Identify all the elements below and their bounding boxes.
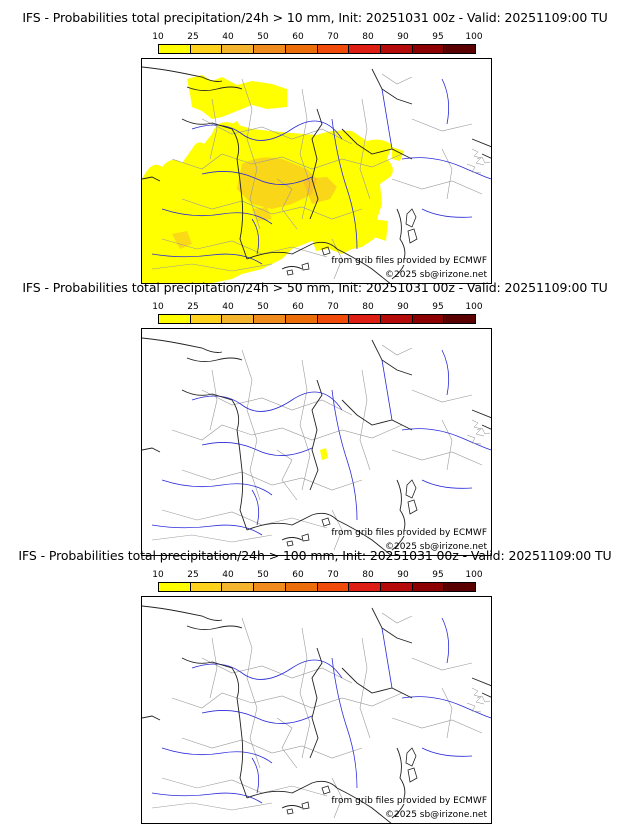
scale-segment	[159, 45, 191, 53]
scale-segment	[349, 315, 381, 323]
scale-segment	[444, 45, 476, 53]
probability-map: from grib files provided by ECMWF ©2025 …	[141, 58, 492, 284]
scale-label: 90	[397, 570, 409, 580]
map-canvas	[142, 66, 491, 283]
scale-label: 60	[292, 570, 304, 580]
color-scale-bar	[158, 582, 476, 592]
scale-segment	[159, 315, 191, 323]
panel-title: IFS - Probabilities total precipitation/…	[18, 548, 612, 563]
scale-segment	[380, 583, 413, 591]
scale-label: 90	[397, 32, 409, 42]
scale-label: 10	[152, 302, 164, 312]
scale-label: 70	[327, 32, 339, 42]
scale-segment	[285, 315, 318, 323]
scale-label: 95	[432, 32, 444, 42]
scale-segment	[444, 583, 476, 591]
scale-segment	[317, 315, 350, 323]
scale-label: 40	[222, 570, 234, 580]
scale-segment	[285, 45, 318, 53]
precip-area	[320, 448, 328, 460]
scale-segment	[190, 315, 223, 323]
scale-labels: 10 25 40 50 60 70 80 90 95 100	[152, 570, 482, 580]
panel-50mm: IFS - Probabilities total precipitation/…	[0, 280, 630, 556]
scale-label: 25	[187, 32, 199, 42]
scale-label: 70	[327, 570, 339, 580]
credit-copyright: ©2025 sb@irizone.net	[385, 270, 487, 280]
scale-label: 100	[465, 32, 483, 42]
map-canvas	[142, 337, 491, 555]
credit-source: from grib files provided by ECMWF	[331, 528, 487, 538]
panel-100mm: IFS - Probabilities total precipitation/…	[0, 548, 630, 824]
credit-source: from grib files provided by ECMWF	[331, 256, 487, 266]
scale-label: 95	[432, 302, 444, 312]
scale-label: 50	[257, 570, 269, 580]
scale-segment	[412, 45, 445, 53]
color-scale-bar	[158, 314, 476, 324]
scale-segment	[254, 315, 286, 323]
scale-label: 80	[362, 570, 374, 580]
scale-segment	[380, 45, 413, 53]
scale-segment	[190, 583, 223, 591]
scale-segment	[349, 583, 381, 591]
scale-label: 60	[292, 32, 304, 42]
scale-label: 25	[187, 570, 199, 580]
scale-label: 10	[152, 570, 164, 580]
scale-segment	[380, 315, 413, 323]
scale-segment	[349, 45, 381, 53]
scale-labels: 10 25 40 50 60 70 80 90 95 100	[152, 32, 482, 42]
credit-source: from grib files provided by ECMWF	[331, 796, 487, 806]
credit-copyright: ©2025 sb@irizone.net	[385, 810, 487, 820]
scale-label: 100	[465, 302, 483, 312]
scale-label: 95	[432, 570, 444, 580]
scale-label: 90	[397, 302, 409, 312]
scale-label: 70	[327, 302, 339, 312]
scale-label: 10	[152, 32, 164, 42]
scale-segment	[317, 583, 350, 591]
panel-title: IFS - Probabilities total precipitation/…	[22, 280, 608, 295]
scale-label: 50	[257, 32, 269, 42]
scale-segment	[222, 315, 255, 323]
scale-segment	[285, 583, 318, 591]
map-canvas	[142, 605, 491, 823]
scale-segment	[222, 583, 255, 591]
probability-map: from grib files provided by ECMWF ©2025 …	[141, 328, 492, 556]
scale-segment	[159, 583, 191, 591]
probability-map: from grib files provided by ECMWF ©2025 …	[141, 596, 492, 824]
scale-segment	[254, 45, 286, 53]
scale-label: 80	[362, 32, 374, 42]
scale-label: 25	[187, 302, 199, 312]
scale-label: 40	[222, 32, 234, 42]
panel-10mm: IFS - Probabilities total precipitation/…	[0, 10, 630, 284]
credit-copyright: ©2025 sb@irizone.net	[385, 542, 487, 552]
scale-label: 60	[292, 302, 304, 312]
scale-label: 100	[465, 570, 483, 580]
scale-label: 40	[222, 302, 234, 312]
scale-segment	[412, 583, 445, 591]
scale-segment	[412, 315, 445, 323]
scale-segment	[317, 45, 350, 53]
scale-segment	[190, 45, 223, 53]
scale-label: 50	[257, 302, 269, 312]
scale-segment	[222, 45, 255, 53]
scale-segment	[444, 315, 476, 323]
scale-label: 80	[362, 302, 374, 312]
scale-segment	[254, 583, 286, 591]
scale-labels: 10 25 40 50 60 70 80 90 95 100	[152, 302, 482, 312]
panel-title: IFS - Probabilities total precipitation/…	[22, 10, 608, 25]
color-scale-bar	[158, 44, 476, 54]
